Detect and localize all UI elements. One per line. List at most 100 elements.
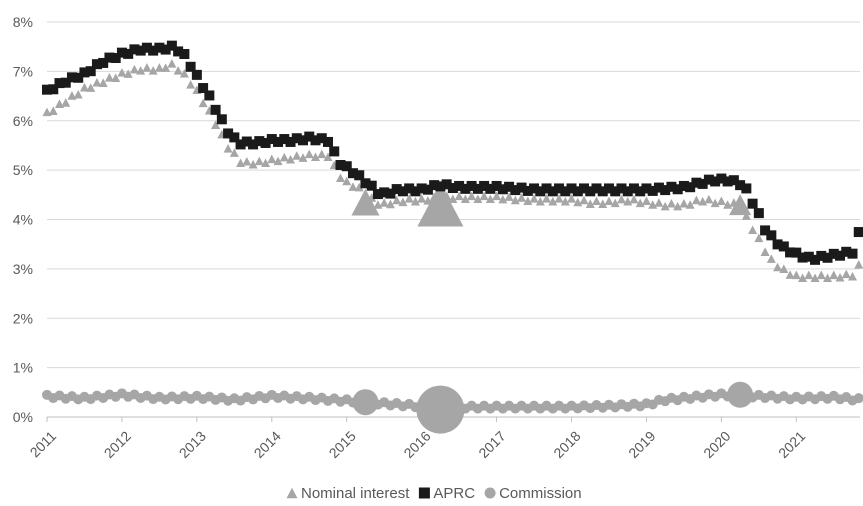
data-point bbox=[479, 191, 489, 201]
data-point bbox=[310, 135, 321, 146]
data-point bbox=[629, 194, 639, 204]
data-point bbox=[254, 156, 264, 166]
data-point bbox=[522, 185, 533, 196]
data-point bbox=[117, 68, 127, 77]
data-point bbox=[42, 84, 52, 95]
data-point bbox=[398, 197, 408, 207]
data-point bbox=[173, 66, 183, 75]
series-aprc bbox=[42, 40, 863, 265]
data-point bbox=[298, 135, 309, 146]
data-point bbox=[567, 194, 577, 203]
legend-item: Nominal interest bbox=[286, 485, 410, 502]
data-point bbox=[760, 225, 771, 236]
data-point bbox=[79, 82, 89, 92]
data-point bbox=[791, 270, 801, 280]
data-point bbox=[685, 182, 696, 193]
data-point bbox=[311, 152, 321, 162]
data-point bbox=[141, 42, 152, 53]
data-point bbox=[235, 139, 246, 150]
data-point bbox=[541, 183, 552, 194]
data-point bbox=[123, 69, 133, 78]
data-point bbox=[279, 134, 290, 145]
data-point bbox=[304, 131, 315, 142]
x-tick-label: 2018 bbox=[550, 428, 583, 461]
data-point bbox=[679, 198, 689, 208]
data-point bbox=[322, 136, 333, 147]
data-point bbox=[585, 199, 595, 208]
data-point bbox=[566, 183, 577, 194]
data-point bbox=[666, 181, 677, 192]
data-point bbox=[597, 186, 608, 197]
data-point bbox=[785, 270, 795, 279]
x-tick-label: 2021 bbox=[775, 428, 808, 461]
data-point bbox=[497, 184, 508, 195]
data-point bbox=[610, 198, 620, 208]
data-point bbox=[229, 132, 240, 143]
data-point bbox=[467, 191, 477, 201]
data-point bbox=[816, 250, 827, 261]
data-point bbox=[728, 175, 739, 186]
x-tick-label: 2012 bbox=[101, 428, 134, 461]
data-point bbox=[797, 252, 808, 263]
data-point bbox=[853, 393, 863, 404]
x-tick-label: 2015 bbox=[326, 428, 359, 461]
data-point bbox=[123, 48, 134, 59]
data-point bbox=[248, 139, 259, 150]
data-point bbox=[754, 233, 764, 243]
data-point bbox=[111, 73, 121, 83]
data-point bbox=[479, 180, 490, 191]
data-point bbox=[410, 196, 420, 206]
data-point bbox=[854, 260, 863, 269]
highlight-point bbox=[352, 389, 379, 416]
data-point bbox=[173, 46, 184, 57]
data-point bbox=[323, 152, 333, 162]
data-point bbox=[354, 182, 364, 192]
data-point bbox=[48, 84, 59, 95]
data-point bbox=[166, 40, 177, 51]
data-point bbox=[448, 194, 458, 204]
data-point bbox=[554, 183, 565, 194]
data-point bbox=[179, 68, 189, 78]
data-point bbox=[841, 246, 852, 257]
data-point bbox=[410, 186, 421, 197]
data-point bbox=[704, 194, 714, 204]
data-point bbox=[285, 136, 296, 147]
data-point bbox=[523, 196, 533, 206]
data-point bbox=[341, 161, 352, 172]
data-point bbox=[429, 180, 440, 191]
data-point bbox=[628, 183, 639, 194]
y-tick-label: 7% bbox=[13, 63, 33, 79]
data-point bbox=[242, 156, 252, 166]
data-point bbox=[129, 44, 140, 55]
data-point bbox=[347, 168, 358, 179]
data-point bbox=[585, 186, 596, 197]
data-point bbox=[491, 180, 502, 191]
y-tick-label: 5% bbox=[13, 162, 33, 178]
data-point bbox=[129, 64, 139, 74]
legend-label: APRC bbox=[433, 485, 475, 502]
data-point bbox=[473, 194, 483, 204]
data-point bbox=[148, 45, 159, 56]
data-point bbox=[66, 72, 77, 83]
data-point bbox=[266, 134, 277, 145]
data-point bbox=[98, 78, 108, 87]
x-tick-label: 2011 bbox=[27, 428, 60, 461]
data-point bbox=[342, 176, 352, 186]
data-point bbox=[273, 156, 283, 166]
data-point bbox=[179, 49, 190, 60]
data-point bbox=[292, 151, 302, 160]
data-point bbox=[198, 98, 208, 108]
data-point bbox=[654, 198, 664, 207]
x-tick-label: 2013 bbox=[176, 428, 209, 461]
data-point bbox=[211, 120, 221, 129]
data-point bbox=[517, 193, 527, 202]
data-point bbox=[435, 181, 446, 192]
data-point bbox=[385, 199, 395, 209]
data-point bbox=[210, 104, 221, 115]
data-point bbox=[472, 183, 483, 194]
data-point bbox=[847, 248, 858, 259]
data-point bbox=[542, 194, 552, 203]
data-point bbox=[54, 78, 65, 89]
data-point bbox=[785, 247, 796, 258]
